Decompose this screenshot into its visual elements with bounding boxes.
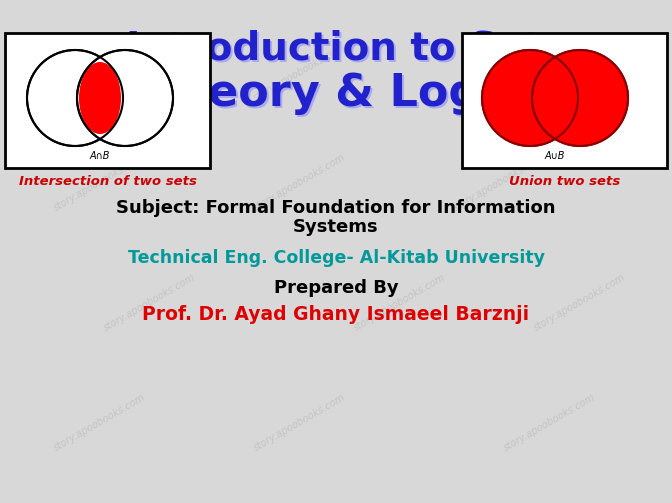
Text: story.apoobooks.com: story.apoobooks.com xyxy=(502,392,597,453)
Text: story.apoobooks.com: story.apoobooks.com xyxy=(452,152,548,213)
Text: Technical Eng. College- Al-Kitab University: Technical Eng. College- Al-Kitab Univers… xyxy=(128,249,544,267)
Circle shape xyxy=(482,50,578,146)
Bar xyxy=(5,33,210,168)
Circle shape xyxy=(77,50,173,146)
Text: A∩B: A∩B xyxy=(90,151,110,161)
Bar xyxy=(462,33,667,168)
Text: story.apoobooks.com: story.apoobooks.com xyxy=(532,273,628,333)
Text: Theory & Logic: Theory & Logic xyxy=(146,71,522,115)
Text: Theory & Logic: Theory & Logic xyxy=(148,73,524,117)
Text: story.apoobooks.com: story.apoobooks.com xyxy=(52,152,148,213)
Text: Intersection of two sets: Intersection of two sets xyxy=(19,175,196,188)
Text: Union two sets: Union two sets xyxy=(509,175,620,188)
Text: story.apoobooks.com: story.apoobooks.com xyxy=(252,392,347,453)
Text: Prepared By: Prepared By xyxy=(274,279,398,297)
Text: Introduction to Set: Introduction to Set xyxy=(126,29,542,67)
Text: Subject: Formal Foundation for Information: Subject: Formal Foundation for Informati… xyxy=(116,199,556,217)
Text: A∪B: A∪B xyxy=(545,151,565,161)
Text: Prof. Dr. Ayad Ghany Ismaeel Barznji: Prof. Dr. Ayad Ghany Ismaeel Barznji xyxy=(142,305,530,324)
Text: story.apoobooks.com: story.apoobooks.com xyxy=(452,43,548,104)
Text: story.apoobooks.com: story.apoobooks.com xyxy=(252,43,347,104)
Text: story.apoobooks.com: story.apoobooks.com xyxy=(252,152,347,213)
Text: Systems: Systems xyxy=(293,218,379,236)
Circle shape xyxy=(532,50,628,146)
Text: story.apoobooks.com: story.apoobooks.com xyxy=(102,273,198,333)
Ellipse shape xyxy=(79,62,121,134)
Text: Introduction to Set: Introduction to Set xyxy=(128,31,544,69)
Circle shape xyxy=(27,50,123,146)
Text: story.apoobooks.com: story.apoobooks.com xyxy=(352,273,448,333)
Text: story.apoobooks.com: story.apoobooks.com xyxy=(52,392,148,453)
Text: story.apoobooks.com: story.apoobooks.com xyxy=(52,43,148,104)
